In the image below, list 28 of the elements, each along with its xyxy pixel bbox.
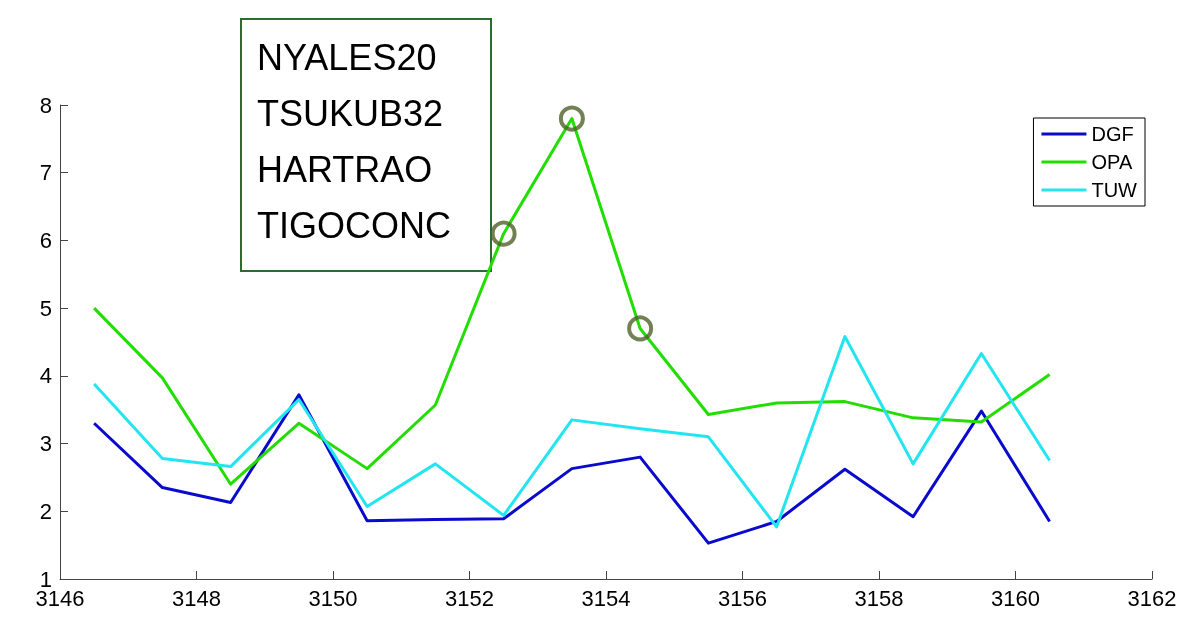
x-tick-label: 3152 [445,585,494,611]
point [558,105,585,132]
legend-label: TUW [1091,179,1138,201]
line-series [92,393,1052,545]
annotation: TSUKUB32 [257,92,444,134]
y-tick-label: 8 [39,92,52,118]
y-tick-label: 7 [39,160,52,186]
legend-label: DGF [1091,123,1134,145]
y-tick-label: 5 [39,295,52,321]
text: NYALES20 [257,36,437,78]
x-tick-label: 3148 [172,585,221,611]
line-series [92,335,1052,529]
x-tick-label: 3160 [991,585,1040,611]
x-tick-label: 3158 [854,585,904,611]
x-tick-label: 3156 [718,585,767,611]
x-tick-label: 3162 [1127,585,1177,611]
x-tick-label: 3154 [581,585,631,611]
annotation: TIGOCONC [257,204,451,246]
point [627,315,654,342]
annotation: HARTRAO [257,148,433,190]
y-tick-label: 4 [39,363,52,389]
x-tick-label: 3150 [308,585,358,611]
y-tick-label: 1 [39,566,52,592]
y-tick-label: 2 [39,498,52,524]
point [490,220,517,247]
y-tick-label: 3 [39,431,52,457]
y-tick-label: 6 [39,227,52,253]
legend-label: OPA [1091,151,1133,173]
